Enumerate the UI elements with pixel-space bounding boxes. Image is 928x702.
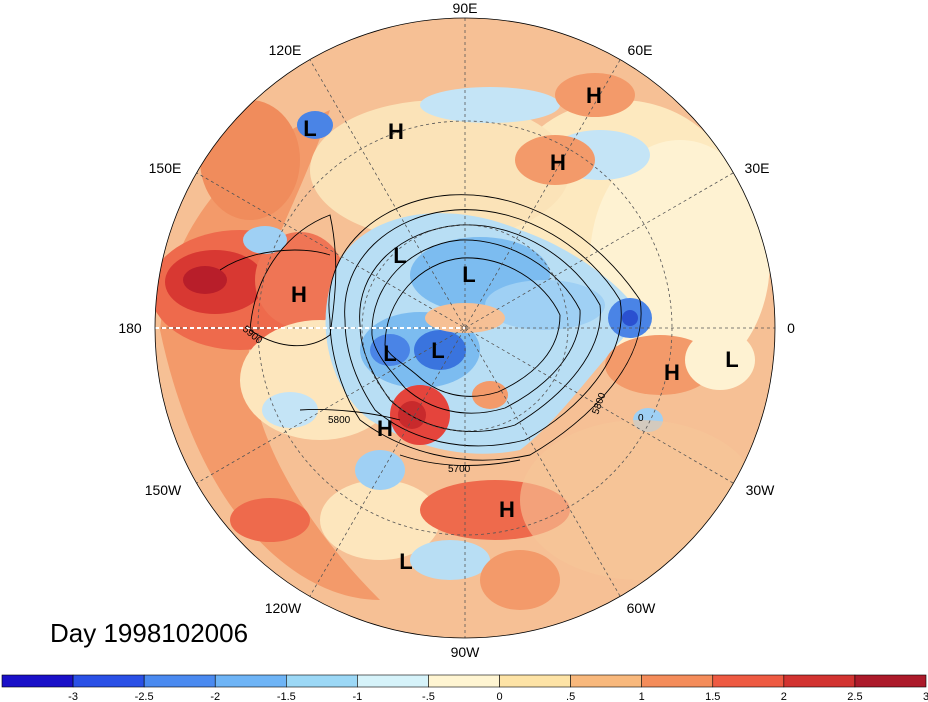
- low-marker: L: [431, 338, 444, 363]
- lon-label-30w: 30W: [746, 482, 776, 498]
- colorbar-tick-label: -.5: [422, 691, 435, 702]
- colorbar-box: [854, 674, 927, 688]
- colorbar-tick-label: 1.5: [705, 691, 720, 702]
- low-marker: L: [393, 243, 406, 268]
- map-border: [154, 17, 776, 639]
- colorbar-tick-label: 0: [496, 691, 502, 702]
- lon-label-30e: 30E: [745, 160, 770, 176]
- colorbar-tick-label: .5: [566, 691, 575, 702]
- longitude-labels: 90E 60E 30E 0 30W 60W 90W 120W 150W 180 …: [118, 0, 795, 660]
- colorbar-tick-label: -1.5: [277, 691, 296, 702]
- colorbar-box: [1, 674, 74, 688]
- graticule: [155, 18, 775, 638]
- lon-label-90e: 90E: [453, 0, 478, 16]
- lon-label-150w: 150W: [145, 482, 182, 498]
- lon-label-0: 0: [787, 320, 795, 336]
- colorbar-tick-label: 2: [781, 691, 787, 702]
- colorbar-box: [214, 674, 287, 688]
- colorbar-box: [428, 674, 500, 688]
- lon-label-150e: 150E: [149, 160, 182, 176]
- lon-label-120e: 120E: [269, 42, 302, 58]
- lon-label-180: 180: [118, 320, 142, 336]
- high-marker: H: [377, 416, 393, 441]
- colorbar-tick-label: -2.5: [135, 691, 154, 702]
- colorbar-box: [143, 674, 216, 688]
- colorbar-tick-label: 1: [639, 691, 645, 702]
- low-marker: L: [462, 262, 475, 287]
- lon-label-60e: 60E: [628, 42, 653, 58]
- colorbar-box: [499, 674, 571, 688]
- colorbar-tick-label: 3: [923, 691, 928, 702]
- low-marker: L: [383, 341, 396, 366]
- date-label: Day 1998102006: [50, 618, 249, 648]
- colorbar-box: [357, 674, 429, 688]
- colorbar-box: [641, 674, 714, 688]
- colorbar-box: [712, 674, 785, 688]
- high-marker: H: [499, 497, 515, 522]
- colorbar-box: [570, 674, 642, 688]
- colorbar: -3 -2.5 -2 -1.5 -1 -.5 0 .5 1 1.5 2 2.5 3: [1, 674, 928, 702]
- high-marker: H: [291, 282, 307, 307]
- contour-label: 5700: [448, 464, 471, 475]
- colorbar-box: [783, 674, 856, 688]
- colorbar-box: [286, 674, 358, 688]
- colorbar-boxes: [1, 674, 927, 688]
- height-contours: [219, 194, 642, 466]
- contour-label: 5800: [328, 415, 351, 426]
- lon-label-60w: 60W: [627, 600, 657, 616]
- lon-label-120w: 120W: [265, 600, 302, 616]
- high-marker: H: [550, 150, 566, 175]
- colorbar-tick-label: 2.5: [847, 691, 862, 702]
- low-marker: L: [303, 116, 316, 141]
- contour-label: 0: [638, 413, 644, 424]
- colorbar-tick-label: -1: [352, 691, 362, 702]
- colorbar-labels: -3 -2.5 -2 -1.5 -1 -.5 0 .5 1 1.5 2 2.5 3: [68, 691, 928, 702]
- low-marker: L: [725, 347, 738, 372]
- colorbar-tick-label: -3: [68, 691, 78, 702]
- lon-label-90w: 90W: [451, 644, 481, 660]
- colorbar-tick-label: -2: [210, 691, 220, 702]
- high-marker: H: [388, 119, 404, 144]
- high-marker: H: [664, 360, 680, 385]
- high-marker: H: [586, 83, 602, 108]
- low-marker: L: [399, 549, 412, 574]
- pressure-systems: H L H H L H L L L H H H L L: [291, 83, 739, 574]
- colorbar-box: [72, 674, 145, 688]
- anomaly-field: [155, 18, 775, 638]
